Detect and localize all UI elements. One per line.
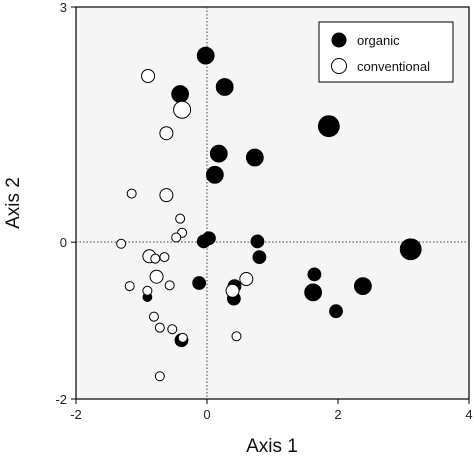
point-conventional xyxy=(159,126,174,141)
point-conventional xyxy=(173,100,192,119)
point-conventional xyxy=(177,332,188,343)
point-conventional xyxy=(175,213,186,224)
point-conventional xyxy=(116,238,127,249)
point-conventional xyxy=(148,311,159,322)
point-conventional xyxy=(154,322,165,333)
point-conventional xyxy=(159,188,174,203)
x-tick-label: 0 xyxy=(203,407,210,422)
point-conventional xyxy=(142,285,153,296)
point-organic xyxy=(202,231,216,246)
point-organic xyxy=(205,165,224,184)
legend-marker-conventional xyxy=(331,58,347,74)
point-conventional xyxy=(150,253,161,264)
point-organic xyxy=(215,78,234,96)
legend-marker-organic xyxy=(331,32,347,48)
point-organic xyxy=(250,234,265,249)
point-conventional xyxy=(164,280,175,291)
point-conventional xyxy=(159,252,170,263)
legend-label-conventional: conventional xyxy=(357,59,430,74)
x-axis-title: Axis 1 xyxy=(246,436,298,457)
point-organic xyxy=(353,277,372,296)
point-conventional xyxy=(124,281,135,292)
point-conventional xyxy=(225,283,240,298)
point-organic xyxy=(317,115,340,138)
point-conventional xyxy=(126,188,137,199)
point-conventional xyxy=(231,331,242,342)
y-tick-label: 3 xyxy=(60,0,67,15)
legend-label-organic: organic xyxy=(357,33,400,48)
x-tick-label: 4 xyxy=(465,407,472,422)
point-organic xyxy=(399,238,422,261)
y-tick-label: -2 xyxy=(55,392,67,407)
legend: organic conventional xyxy=(318,21,454,83)
point-organic xyxy=(171,85,190,103)
point-conventional xyxy=(167,324,178,335)
point-organic xyxy=(209,144,228,163)
point-organic xyxy=(329,304,343,319)
x-tick-label: 2 xyxy=(334,407,341,422)
point-organic xyxy=(307,267,322,282)
axis-ticks: -2 0 2 4 3 0 -2 xyxy=(55,0,472,422)
point-organic xyxy=(192,276,207,290)
point-conventional xyxy=(154,371,165,382)
point-conventional xyxy=(141,68,156,83)
point-organic xyxy=(304,283,323,302)
y-tick-label: 0 xyxy=(60,235,67,250)
point-organic xyxy=(245,148,264,167)
point-organic xyxy=(196,46,215,65)
data-points xyxy=(116,46,422,382)
point-conventional xyxy=(239,272,254,287)
point-conventional xyxy=(171,232,182,243)
x-tick-label: -2 xyxy=(70,407,82,422)
y-axis-title: Axis 2 xyxy=(3,177,24,229)
point-organic xyxy=(252,250,267,264)
point-conventional xyxy=(149,269,164,284)
